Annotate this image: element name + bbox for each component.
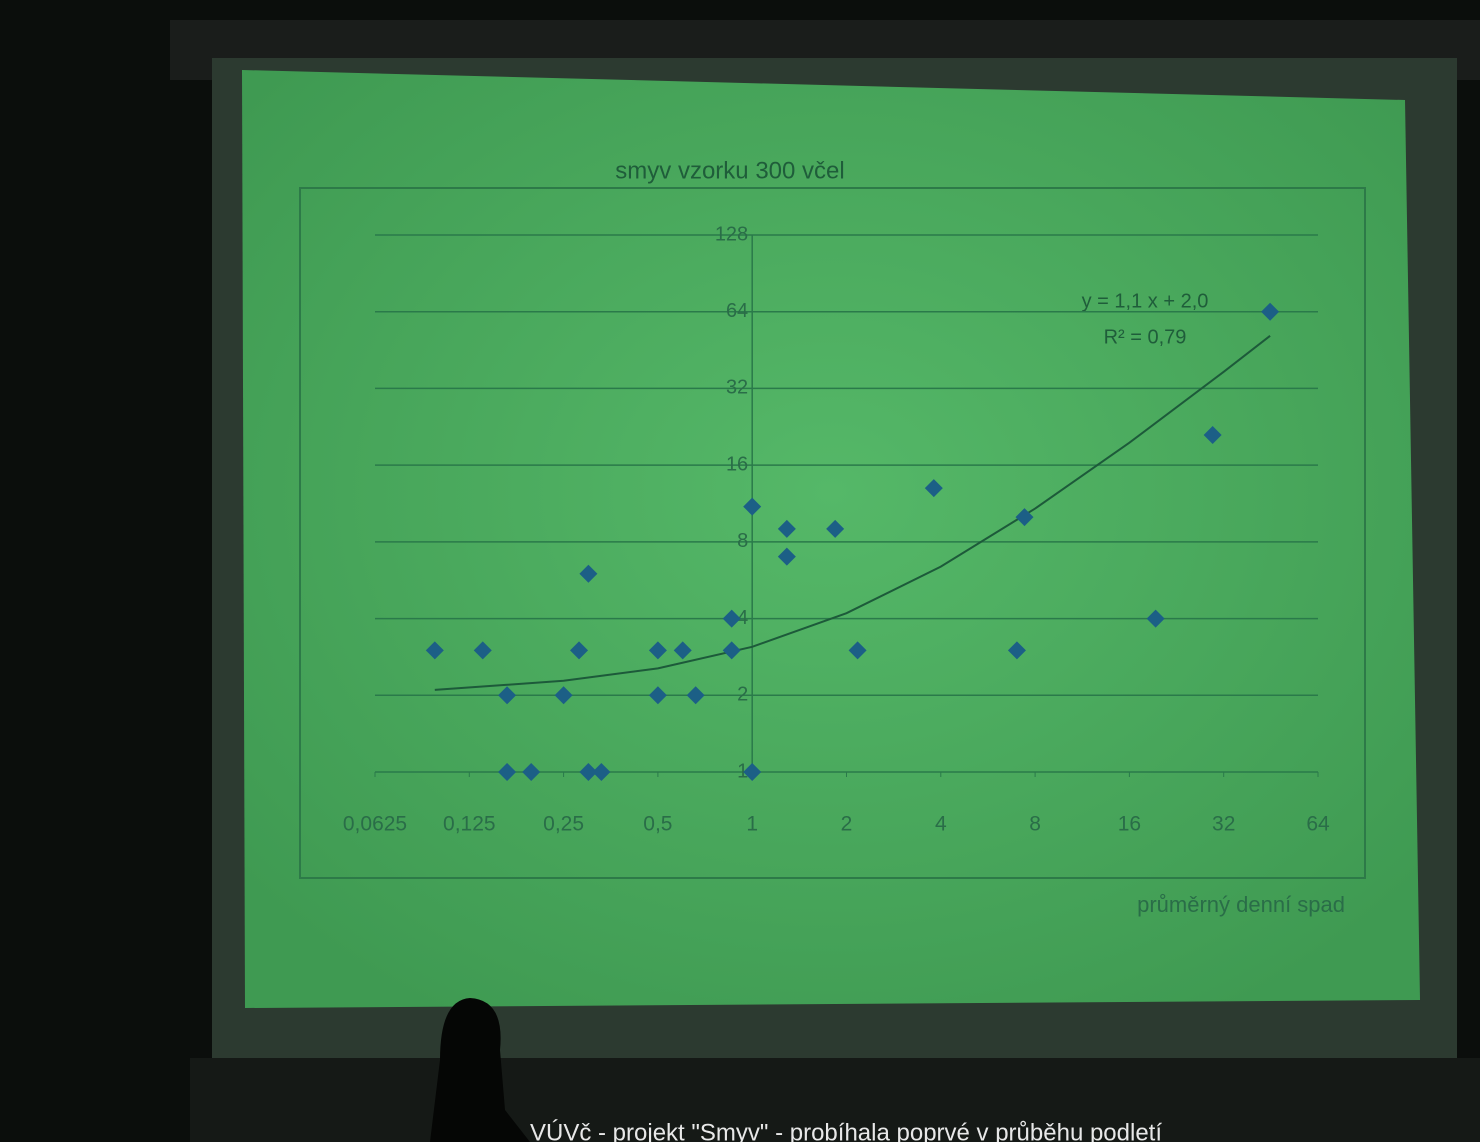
y-tick-label: 16 <box>726 453 748 475</box>
data-point <box>848 641 867 660</box>
y-tick-label: 8 <box>737 530 748 552</box>
x-tick-label: 8 <box>1029 813 1041 836</box>
trend-equation: y = 1,1 x + 2,0 <box>1082 290 1209 312</box>
data-point <box>673 641 692 660</box>
data-point <box>777 547 796 566</box>
x-tick-label: 16 <box>1118 813 1141 836</box>
chart-title: smyv vzorku 300 včel <box>615 157 844 184</box>
data-point <box>473 641 492 660</box>
data-point <box>743 763 762 781</box>
data-point <box>648 686 667 705</box>
y-tick-label: 128 <box>715 223 748 245</box>
data-point <box>826 519 845 538</box>
data-point <box>924 479 943 498</box>
y-tick-label: 4 <box>737 607 748 629</box>
data-point <box>570 641 589 660</box>
data-point <box>498 686 517 705</box>
data-point <box>425 641 444 660</box>
x-axis-label: průměrný denní spad <box>1137 892 1345 917</box>
r-squared: R² = 0,79 <box>1104 326 1187 348</box>
projection <box>242 70 1420 1008</box>
data-point <box>554 686 573 705</box>
trendline <box>434 335 1271 691</box>
data-point <box>1203 426 1222 445</box>
y-tick-label: 64 <box>726 300 748 322</box>
data-point <box>648 641 667 660</box>
data-point <box>1261 302 1280 321</box>
data-point <box>1007 641 1026 660</box>
data-point <box>722 609 741 628</box>
data-point <box>686 686 705 705</box>
data-point <box>722 641 741 660</box>
x-tick-label: 2 <box>841 813 853 836</box>
data-point <box>777 519 796 538</box>
x-tick-label: 64 <box>1306 813 1330 836</box>
data-point <box>579 564 598 583</box>
y-tick-label: 32 <box>726 377 748 399</box>
caption: VÚVč - projekt "Smyv" - probíhala poprvé… <box>530 1119 1162 1142</box>
floor <box>190 1058 1480 1142</box>
data-point <box>743 497 762 516</box>
data-point <box>522 763 541 781</box>
data-point <box>592 763 611 781</box>
plot-frame <box>299 187 1366 879</box>
x-tick-label: 0,5 <box>643 813 672 836</box>
x-tick-label: 0,125 <box>443 813 496 836</box>
x-tick-label: 32 <box>1212 813 1235 836</box>
x-tick-label: 4 <box>935 813 947 836</box>
x-tick-label: 0,0625 <box>343 813 407 836</box>
data-point <box>498 763 517 781</box>
data-point <box>1146 609 1165 628</box>
data-point <box>1015 508 1034 527</box>
x-tick-label: 1 <box>746 813 758 836</box>
person-silhouette <box>430 998 530 1142</box>
y-tick-label: 2 <box>737 684 748 706</box>
y-tick-label: 1 <box>737 760 748 782</box>
data-point <box>579 763 598 781</box>
x-tick-label: 0,25 <box>543 813 584 836</box>
